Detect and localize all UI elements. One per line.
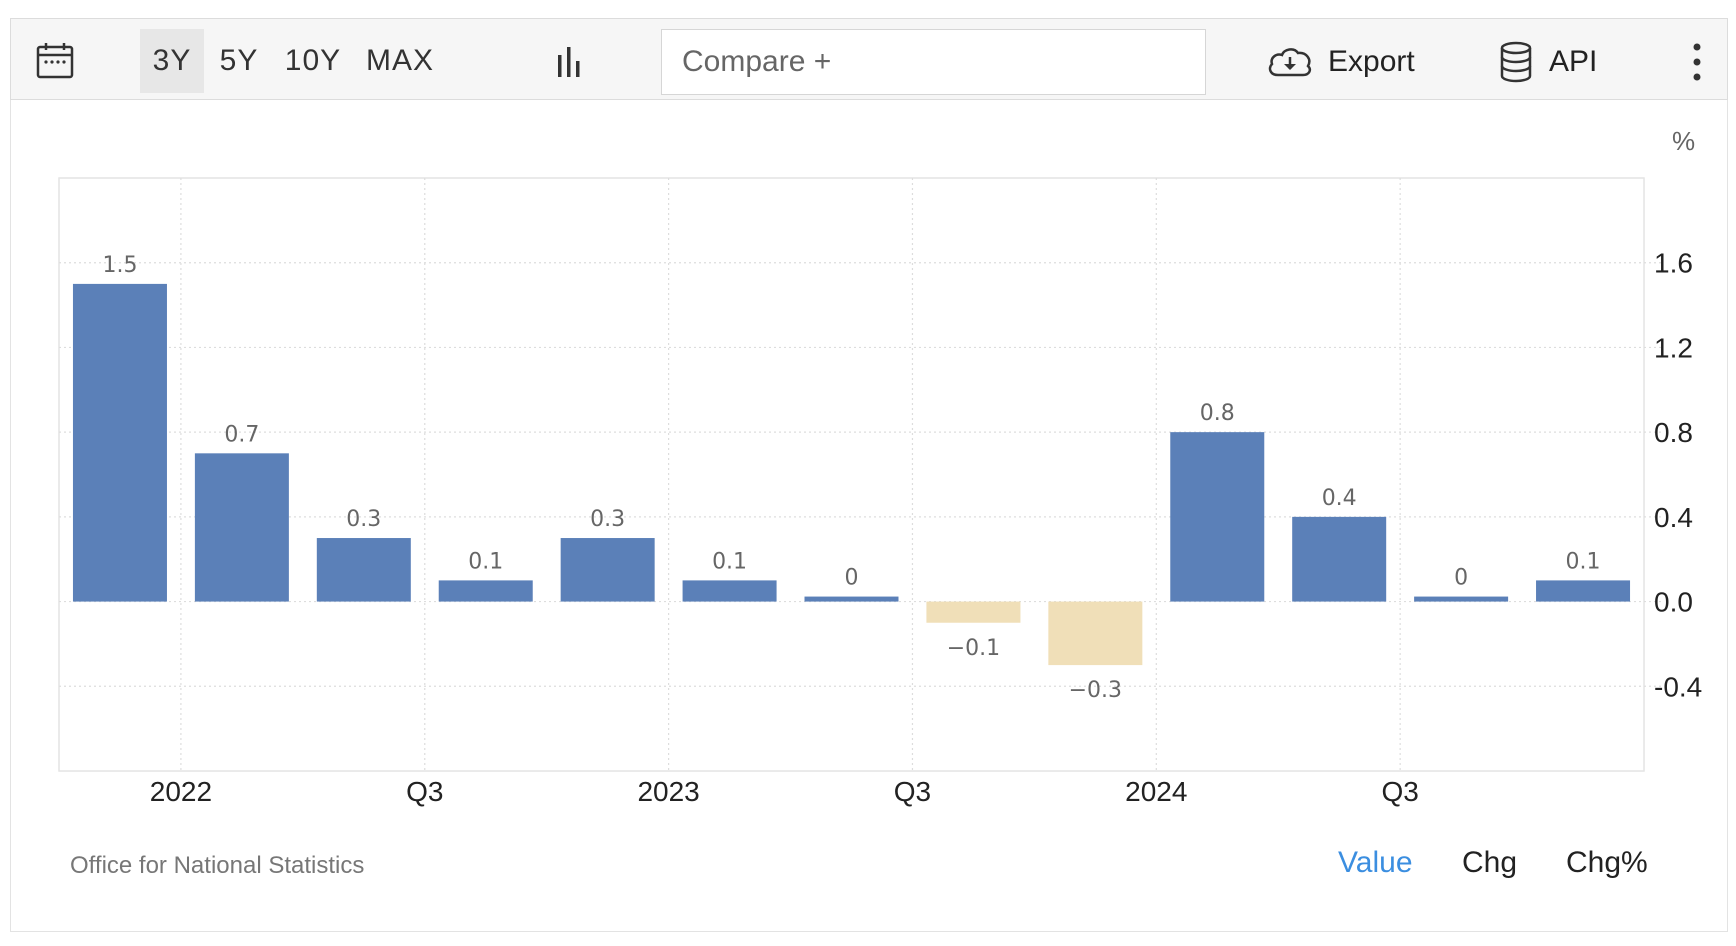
y-tick-label: -0.4	[1654, 671, 1702, 702]
bar-data-label: −0.1	[947, 636, 1000, 661]
y-tick-label: 0.4	[1654, 502, 1693, 533]
chart-grid	[58, 177, 1662, 772]
bar-data-label: 0.3	[346, 507, 381, 532]
chart-y-axis: 1.6 1.2 0.8 0.4 0.0 -0.4	[1654, 248, 1702, 703]
tab-chg[interactable]: Chg	[1462, 846, 1518, 879]
chart-bar	[1048, 601, 1143, 666]
bar-data-label: 0.1	[1566, 549, 1601, 574]
range-10y-button[interactable]: 10Y	[284, 44, 342, 77]
chart-bars	[72, 283, 1631, 666]
bar-data-label: 1.5	[102, 253, 137, 278]
x-tick-label: Q3	[406, 776, 443, 807]
bar-data-label: 0	[1454, 566, 1468, 591]
chart-bar	[72, 283, 167, 602]
y-tick-label: 0.8	[1654, 417, 1693, 448]
api-label: API	[1549, 45, 1598, 78]
bar-data-label: 0.3	[590, 507, 625, 532]
chart-x-axis: 2022 Q3 2023 Q3 2024 Q3	[150, 776, 1419, 807]
chart-bar	[438, 580, 533, 602]
chart-bar	[1536, 580, 1631, 602]
bar-chart-type-icon[interactable]	[549, 43, 589, 83]
chart-bar	[194, 453, 289, 602]
bar-data-label: 0.7	[224, 422, 259, 447]
plot-area-border	[58, 177, 1645, 772]
chart-container	[10, 18, 1728, 932]
x-tick-label: Q3	[1381, 776, 1418, 807]
chart-bar	[1292, 516, 1387, 602]
chart-bar	[1414, 596, 1509, 602]
x-tick-label: Q3	[894, 776, 931, 807]
x-tick-label: 2023	[637, 776, 699, 807]
chart-bar	[804, 596, 899, 602]
x-tick-label: 2022	[150, 776, 212, 807]
export-label: Export	[1328, 45, 1415, 78]
chart-bar	[682, 580, 777, 602]
source-label: Office for National Statistics	[70, 852, 365, 879]
bar-data-label: 0.4	[1322, 486, 1357, 511]
chart-bar	[926, 601, 1021, 623]
tab-value[interactable]: Value	[1338, 846, 1413, 879]
bar-data-label: −0.3	[1069, 678, 1122, 703]
bar-data-label: 0	[845, 566, 859, 591]
bar-data-label: 0.1	[712, 549, 747, 574]
range-3y-button[interactable]: 3Y	[140, 29, 204, 93]
api-button[interactable]: API	[1499, 35, 1597, 89]
range-5y-button[interactable]: 5Y	[219, 44, 259, 77]
cloud-download-icon	[1268, 48, 1312, 77]
chart-bar	[1170, 432, 1265, 602]
tab-chg-percent[interactable]: Chg%	[1566, 846, 1648, 879]
more-options-icon[interactable]	[1687, 39, 1707, 85]
export-button[interactable]: Export	[1266, 35, 1415, 89]
chart-bar	[560, 538, 655, 602]
range-max-button[interactable]: MAX	[365, 44, 434, 77]
bar-data-label: 0.8	[1200, 401, 1235, 426]
chart-toolbar: 3Y 5Y 10Y MAX Compare + Export API	[10, 18, 1728, 100]
y-tick-label: 1.6	[1654, 248, 1693, 279]
bar-data-label: 0.1	[468, 549, 503, 574]
chart-data-labels: 1.5 0.7 0.3 0.1 0.3 0.1 0 −0.1 −0.3 0.8 0.4 0 0.1	[102, 253, 1600, 703]
x-tick-label: 2024	[1125, 776, 1187, 807]
compare-input[interactable]: Compare +	[661, 29, 1206, 95]
unit-label: %	[1672, 126, 1696, 156]
y-tick-label: 0.0	[1654, 587, 1693, 618]
database-icon	[1500, 41, 1532, 83]
calendar-icon[interactable]	[35, 41, 75, 81]
chart-bar	[316, 538, 411, 602]
y-tick-label: 1.2	[1654, 332, 1693, 363]
